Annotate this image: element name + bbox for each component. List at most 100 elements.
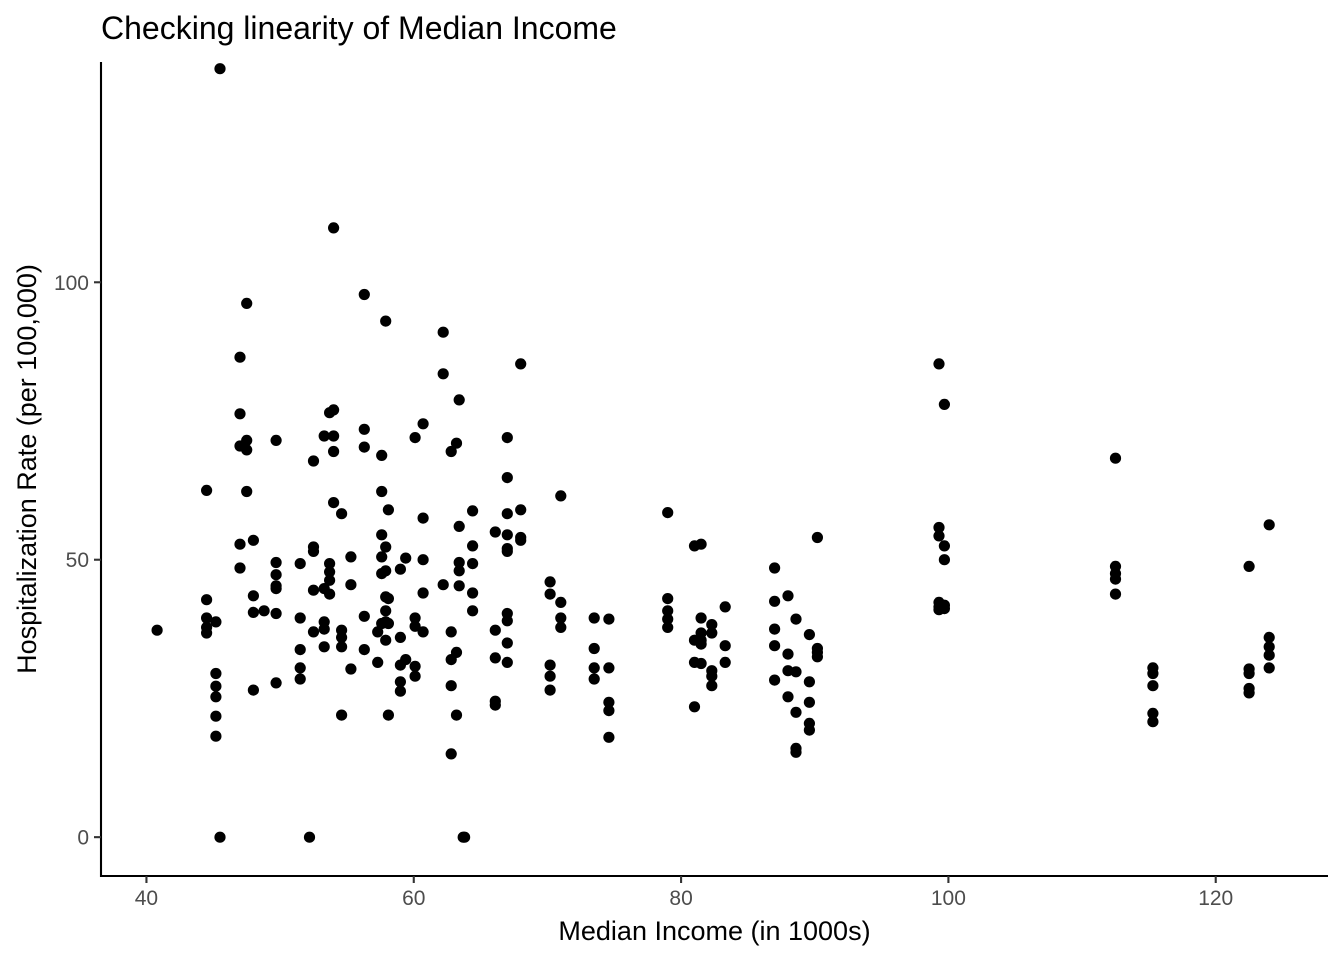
data-point [555,621,567,634]
data-point [588,662,600,674]
data-point [417,512,429,524]
data-point [394,631,406,644]
data-point [790,666,802,678]
data-point [382,504,394,516]
data-point [400,654,412,666]
data-point [450,437,463,449]
data-point [938,603,951,615]
data-point [769,640,781,652]
data-point [417,418,429,430]
data-point [706,619,718,631]
data-point [234,351,246,363]
data-point [938,554,951,566]
data-point [719,656,731,669]
data-point [688,701,701,713]
y-axis-title: Hospitalization Rate (per 100,000) [12,264,42,674]
data-point [380,634,392,646]
data-point [1147,707,1159,720]
data-point [307,455,320,467]
data-point [695,612,707,624]
data-point [409,612,421,624]
data-point [1109,452,1122,464]
data-point [769,595,781,607]
data-point [247,684,259,696]
data-point [489,699,501,711]
data-point [358,423,370,435]
data-point [706,670,718,682]
chart-title: Checking linearity of Median Income [101,10,617,46]
data-point [234,538,246,550]
x-tick-label: 40 [135,887,158,910]
data-point [695,657,707,670]
data-point [719,640,731,652]
data-point [234,408,246,420]
data-point [241,434,253,446]
data-point [811,651,824,663]
data-point [358,441,370,453]
data-point [489,624,501,636]
data-point [336,641,348,653]
data-point [453,394,465,406]
data-point [270,677,282,689]
data-point [210,691,222,703]
x-tick-label: 100 [931,887,966,910]
data-point [453,520,465,533]
data-point [294,612,306,624]
data-point [336,709,348,721]
data-point [380,605,392,617]
data-point [210,667,222,680]
data-point [201,627,213,639]
data-point [803,696,816,708]
data-point [318,623,330,635]
data-point [380,565,392,577]
data-point [294,662,306,674]
data-point [445,680,457,692]
data-point [544,659,556,671]
data-point [270,607,282,620]
data-point [588,612,600,624]
data-point [417,587,429,599]
data-point [201,594,213,606]
data-point [719,601,731,613]
data-point [555,612,567,624]
data-point [437,579,449,591]
data-point [247,606,259,619]
data-point [501,432,513,444]
data-point [662,613,674,625]
data-point [241,297,253,309]
data-point [1263,649,1275,661]
data-point [294,673,306,685]
data-point [544,588,556,600]
data-point [234,562,246,574]
data-point [210,680,222,692]
data-point [603,731,615,743]
data-point [453,556,465,569]
data-point [459,831,471,843]
data-point [307,626,320,638]
data-point [270,569,282,581]
data-point [324,558,336,570]
data-point [769,562,781,574]
data-point [303,831,316,843]
y-axis-ticks: 0 50 100 [54,272,101,850]
data-point [501,637,513,649]
data-point [437,368,449,380]
data-point [201,484,213,496]
data-point [336,631,348,644]
data-point [1243,560,1255,573]
data-point [769,674,781,686]
data-point [445,445,457,458]
data-point [345,551,357,563]
data-point [1147,667,1159,680]
data-point [1147,680,1159,692]
data-point [938,398,951,410]
x-tick-label: 120 [1198,887,1233,910]
data-point [241,485,253,498]
data-point [501,545,513,558]
data-point [358,288,370,301]
data-point [1109,588,1122,600]
data-point [603,696,615,708]
data-point [515,504,527,516]
data-point [417,626,429,638]
data-point [210,710,222,722]
